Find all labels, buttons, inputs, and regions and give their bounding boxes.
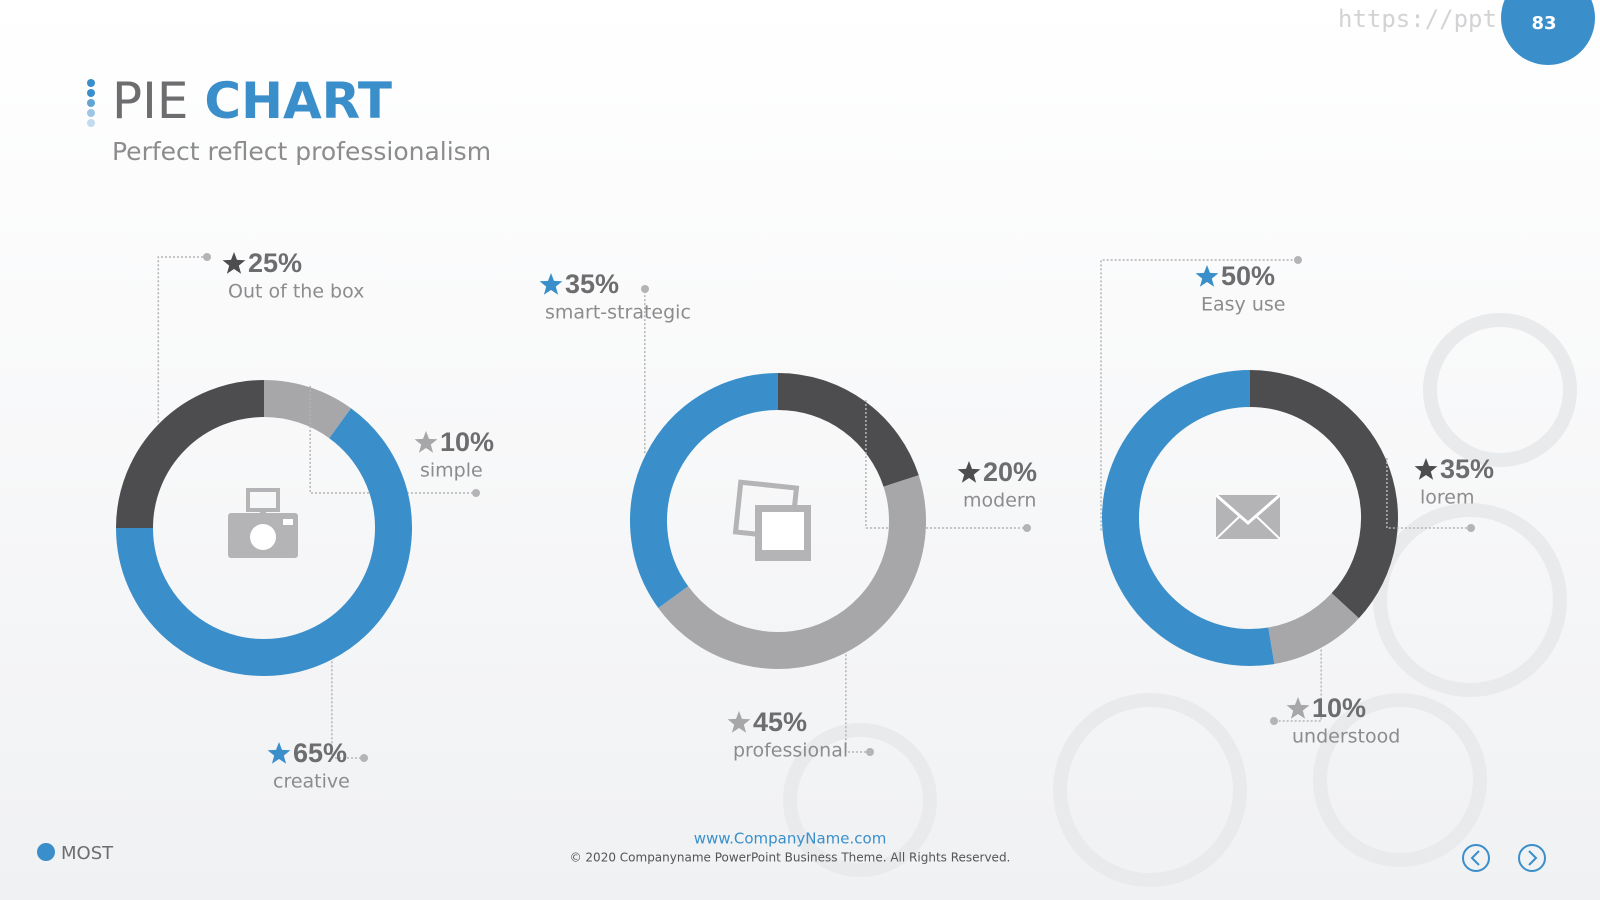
- donut-chart: 10% simple 65% creative 25% Out of the box: [116, 248, 494, 793]
- category-label: simple: [420, 460, 483, 482]
- star-icon: [414, 431, 438, 453]
- connector-dot: [472, 489, 480, 497]
- category-label: understood: [1292, 726, 1400, 748]
- donut-chart: 20% modern 45% professional 35% smart-strateg…: [539, 269, 1037, 762]
- subtitle: Perfect reflect professionalism: [112, 137, 491, 166]
- star-icon: [957, 461, 981, 483]
- donut-segment: [1102, 370, 1275, 666]
- value-label: 10%: [440, 427, 494, 457]
- connector: [845, 654, 870, 753]
- connector-dot: [1270, 717, 1278, 725]
- prev-button[interactable]: [1462, 844, 1490, 872]
- connector: [331, 661, 364, 759]
- category-label: smart-strategic: [545, 302, 691, 324]
- donut-segment: [263, 380, 351, 439]
- category-label: lorem: [1420, 487, 1475, 509]
- category-label: Out of the box: [228, 281, 364, 303]
- title-dots: [87, 79, 95, 127]
- connector: [157, 256, 207, 423]
- category-label: creative: [273, 771, 350, 793]
- title-bold: CHART: [204, 72, 392, 130]
- connector: [1100, 259, 1298, 531]
- category-label: Easy use: [1201, 294, 1285, 316]
- photos-icon: [732, 479, 811, 561]
- connector: [309, 385, 476, 494]
- donut-segment: [1267, 592, 1359, 664]
- donut-chart: 35% lorem 10% understood 50% Easy use: [1100, 256, 1494, 748]
- value-label: 50%: [1221, 261, 1275, 291]
- connector-dot: [1467, 524, 1475, 532]
- star-icon: [727, 711, 751, 733]
- title-light: PIE: [112, 72, 189, 130]
- connector-dot: [1294, 256, 1302, 264]
- star-icon: [222, 252, 246, 274]
- value-label: 35%: [1440, 454, 1494, 484]
- donut-segment: [1249, 370, 1398, 619]
- value-label: 65%: [293, 738, 347, 768]
- star-icon: [1286, 697, 1310, 719]
- donut-segment: [116, 380, 265, 529]
- category-label: modern: [963, 490, 1036, 512]
- donut-segment: [777, 373, 919, 488]
- value-label: 45%: [753, 707, 807, 737]
- donut-segment: [630, 373, 779, 608]
- star-icon: [267, 742, 291, 764]
- connector-dot: [203, 253, 211, 261]
- page-badge: [1501, 0, 1595, 65]
- value-label: 10%: [1312, 693, 1366, 723]
- star-icon: [539, 273, 563, 295]
- connector-dot: [866, 748, 874, 756]
- value-label: 20%: [983, 457, 1037, 487]
- mail-icon: [1215, 493, 1281, 540]
- donut-segment: [116, 408, 412, 676]
- donut-segment: [658, 475, 926, 669]
- page-number: 83: [1531, 13, 1556, 34]
- slide-title: PIE CHART: [112, 72, 392, 130]
- logo-text: MOST: [61, 843, 114, 864]
- value-label: 35%: [565, 269, 619, 299]
- camera-icon: [228, 488, 298, 558]
- website: www.CompanyName.com: [694, 830, 887, 848]
- logo-mark: [37, 843, 55, 861]
- connector-dot: [1023, 524, 1031, 532]
- decor-circles: [783, 313, 1577, 887]
- connector-dot: [360, 754, 368, 762]
- star-icon: [1414, 458, 1438, 480]
- category-label: professional: [733, 740, 848, 762]
- copyright: © 2020 Companyname PowerPoint Business T…: [570, 851, 1011, 865]
- next-button[interactable]: [1518, 844, 1546, 872]
- value-label: 25%: [248, 248, 302, 278]
- connector-dot: [641, 285, 649, 293]
- star-icon: [1195, 265, 1219, 287]
